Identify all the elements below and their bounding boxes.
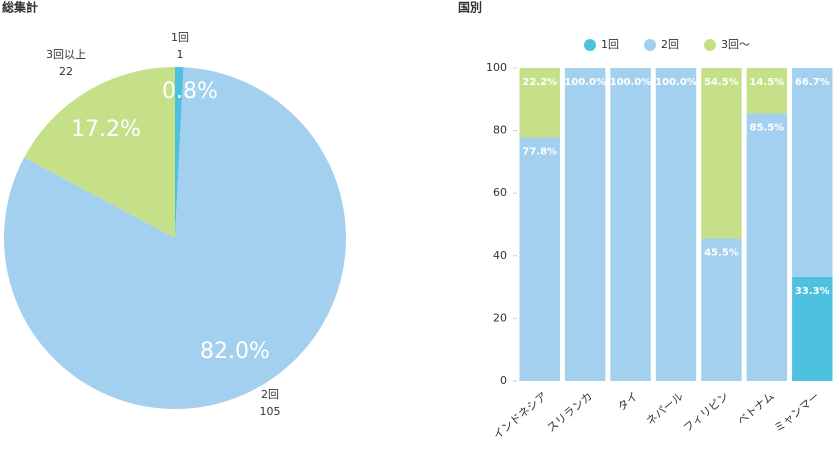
bar-value-label: 33.3% xyxy=(795,286,830,297)
legend-swatch xyxy=(704,39,716,51)
x-tick-label: ネパール xyxy=(644,390,686,428)
chart-title: 国別 xyxy=(458,1,482,15)
bar-value-label: 45.5% xyxy=(704,248,739,259)
x-tick-label: ミャンマー xyxy=(772,390,822,435)
y-tick-label: 0 xyxy=(500,374,507,387)
bar-value-label: 14.5% xyxy=(750,77,785,88)
pie-slice xyxy=(3,67,346,410)
x-tick-label: スリランカ xyxy=(545,390,595,435)
bar-segment xyxy=(610,68,651,381)
bar-value-label: 66.7% xyxy=(795,77,830,88)
x-tick-label: ベトナム xyxy=(735,390,777,428)
bar-segment xyxy=(564,68,606,381)
slice-percent-label: 0.8% xyxy=(162,79,218,104)
bar-segment xyxy=(746,68,788,114)
bar-value-label: 77.8% xyxy=(522,146,557,157)
bar-segment xyxy=(519,68,560,138)
bar-value-label: 100.0% xyxy=(564,77,606,88)
slice-count-label: 1 xyxy=(177,48,184,61)
bar-value-label: 85.5% xyxy=(750,122,785,133)
slice-percent-label: 17.2% xyxy=(71,117,141,142)
y-tick-label: 40 xyxy=(493,249,507,262)
x-tick-label: インドネシア xyxy=(491,390,550,442)
slice-category-label: 3回以上 xyxy=(46,48,86,61)
x-tick-label: タイ xyxy=(615,390,640,414)
bar-segment xyxy=(792,68,833,277)
bar-segment xyxy=(701,238,742,381)
bar-segment xyxy=(792,276,833,381)
bar-value-label: 54.5% xyxy=(704,77,739,88)
pie-slice xyxy=(175,67,184,238)
bar-segment xyxy=(746,113,788,381)
bar-value-label: 100.0% xyxy=(655,77,697,88)
bar-value-label: 22.2% xyxy=(522,77,557,88)
y-tick-label: 60 xyxy=(493,186,507,199)
legend-label: 2回 xyxy=(661,38,679,51)
pie-slice xyxy=(24,66,175,238)
legend-swatch xyxy=(644,39,656,51)
bar-segment xyxy=(519,137,560,381)
y-tick-label: 80 xyxy=(493,124,507,137)
slice-percent-label: 82.0% xyxy=(200,339,270,364)
bar-segment xyxy=(701,68,742,239)
y-tick-label: 100 xyxy=(486,61,507,74)
legend-label: 1回 xyxy=(601,38,619,51)
chart-title: 総集計 xyxy=(2,0,38,15)
y-tick-label: 20 xyxy=(493,311,507,324)
slice-count-label: 22 xyxy=(59,65,73,78)
legend-label: 3回〜 xyxy=(721,38,750,51)
bar-value-label: 100.0% xyxy=(610,77,652,88)
slice-category-label: 1回 xyxy=(171,31,189,44)
bar-segment xyxy=(655,68,697,381)
slice-category-label: 2回 xyxy=(261,388,279,401)
legend-swatch xyxy=(584,39,596,51)
x-tick-label: フィリピン xyxy=(681,390,731,435)
slice-count-label: 105 xyxy=(260,405,281,418)
